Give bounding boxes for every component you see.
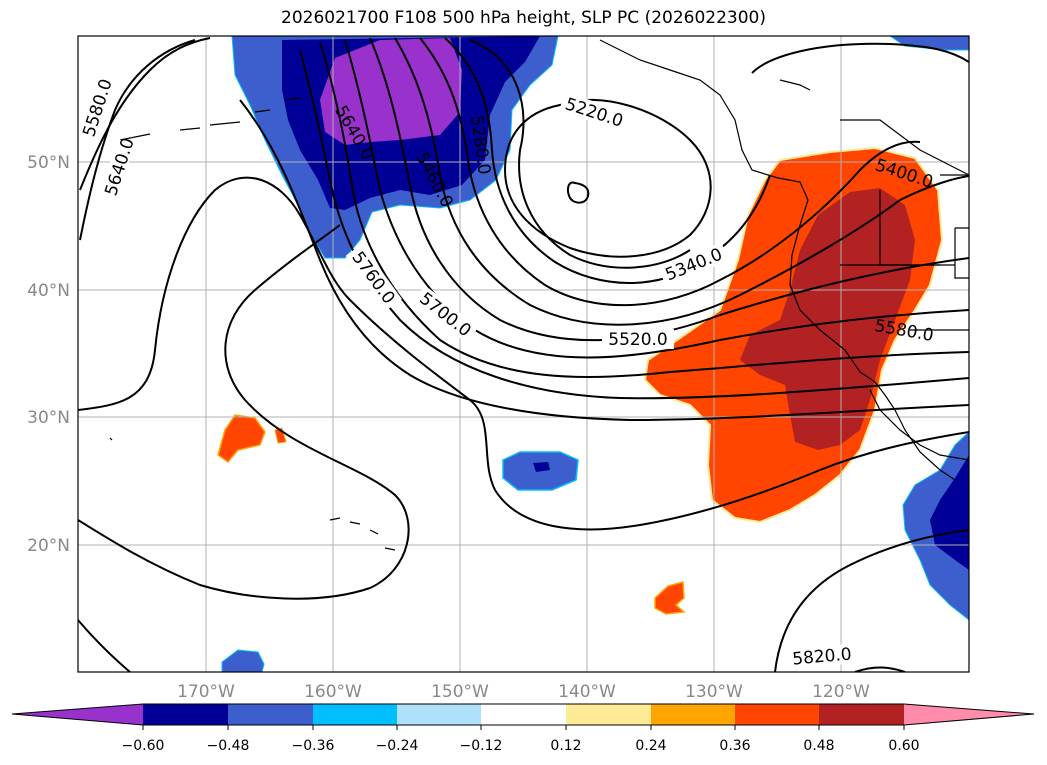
contour-label-5640-nw: 5640.0 bbox=[101, 136, 138, 199]
coastlines bbox=[109, 39, 969, 551]
colorbar-segment bbox=[397, 704, 481, 725]
colorbar-segment bbox=[651, 704, 735, 725]
lon-label-150w: 150°W bbox=[431, 682, 489, 702]
colorbar-tick-label: 0.24 bbox=[635, 738, 666, 754]
contour-label-5820: 5820.0 bbox=[791, 644, 852, 669]
map-frame bbox=[77, 35, 970, 673]
colorbar-tick-label: −0.12 bbox=[460, 738, 503, 754]
height-contours bbox=[78, 37, 969, 672]
lon-label-160w: 160°W bbox=[304, 682, 362, 702]
colorbar-tick-label: 0.48 bbox=[803, 738, 834, 754]
colorbar-segment bbox=[143, 704, 228, 725]
lat-label-20n: 20°N bbox=[27, 536, 70, 556]
colorbar-tick-label: 0.60 bbox=[888, 738, 919, 754]
lat-label-50n: 50°N bbox=[27, 153, 70, 173]
lon-label-120w: 120°W bbox=[812, 682, 870, 702]
contour-label-5760: 5760.0 bbox=[347, 248, 398, 308]
colorbar-segment bbox=[566, 704, 651, 725]
lat-label-40n: 40°N bbox=[27, 281, 70, 301]
colorbar-tick-label: 0.36 bbox=[719, 738, 750, 754]
colorbar-segment bbox=[313, 704, 397, 725]
colorbar-extend-low bbox=[12, 704, 143, 725]
positive-anomaly-south bbox=[654, 581, 686, 615]
lon-label-130w: 130°W bbox=[685, 682, 743, 702]
contour-label-5340: 5340.0 bbox=[663, 245, 726, 286]
anomaly-shading bbox=[217, 36, 969, 672]
graticule bbox=[78, 36, 969, 672]
lon-label-170w: 170°W bbox=[177, 682, 235, 702]
colorbar-segment bbox=[481, 704, 566, 725]
contour-label-5700: 5700.0 bbox=[415, 289, 474, 341]
colorbar-segment bbox=[819, 704, 904, 725]
negative-anomaly-north-center bbox=[320, 38, 462, 145]
positive-anomaly-core bbox=[740, 188, 915, 450]
colorbar: −0.60 −0.48 −0.36 −0.24 −0.12 0.12 0.24 … bbox=[11, 703, 1035, 754]
colorbar-extend-high bbox=[904, 704, 1034, 725]
positive-anomaly-west bbox=[217, 414, 266, 464]
negative-anomaly-southwest bbox=[221, 649, 265, 672]
colorbar-segment bbox=[735, 704, 819, 725]
colorbar-tick-label: −0.48 bbox=[207, 738, 250, 754]
colorbar-tick-label: −0.60 bbox=[122, 738, 165, 754]
latitude-labels: 50°N 40°N 30°N 20°N bbox=[27, 153, 70, 556]
lon-label-140w: 140°W bbox=[558, 682, 616, 702]
colorbar-segment bbox=[228, 704, 313, 725]
map-title: 2026021700 F108 500 hPa height, SLP PC (… bbox=[281, 8, 766, 28]
lat-label-30n: 30°N bbox=[27, 408, 70, 428]
longitude-labels: 170°W 160°W 150°W 140°W 130°W 120°W bbox=[177, 682, 870, 702]
negative-anomaly-northeast bbox=[889, 36, 969, 51]
colorbar-tick-label: −0.24 bbox=[376, 738, 419, 754]
colorbar-tick-label: −0.36 bbox=[292, 738, 335, 754]
colorbar-tick-label: 0.12 bbox=[550, 738, 581, 754]
contour-label-5520: 5520.0 bbox=[608, 330, 667, 350]
